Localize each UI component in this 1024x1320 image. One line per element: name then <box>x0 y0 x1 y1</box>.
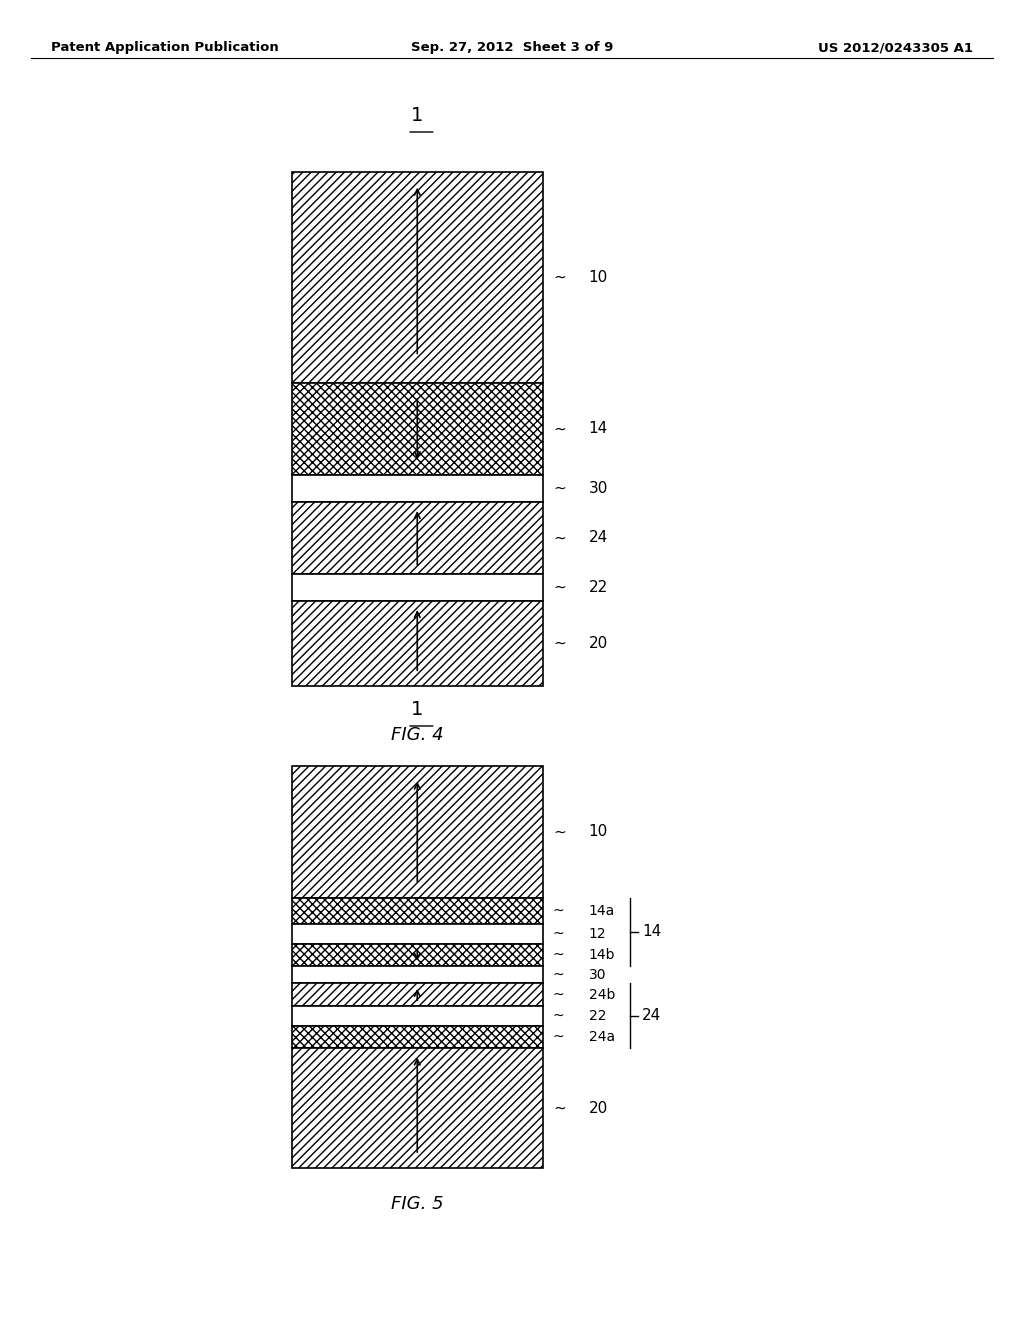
Text: ~: ~ <box>553 1008 564 1023</box>
Text: US 2012/0243305 A1: US 2012/0243305 A1 <box>818 41 973 54</box>
Text: 20: 20 <box>589 1101 608 1115</box>
Bar <box>292 983 543 1006</box>
Text: 22: 22 <box>589 579 608 595</box>
Text: FIG. 5: FIG. 5 <box>391 1195 443 1213</box>
Text: 20: 20 <box>589 636 608 651</box>
Text: ~: ~ <box>553 1101 565 1115</box>
Text: ~: ~ <box>553 269 565 285</box>
Bar <box>292 1006 543 1026</box>
Text: ~: ~ <box>553 968 564 982</box>
Bar <box>292 924 543 944</box>
Text: Sep. 27, 2012  Sheet 3 of 9: Sep. 27, 2012 Sheet 3 of 9 <box>411 41 613 54</box>
Bar <box>292 502 543 574</box>
Bar <box>292 766 543 898</box>
Text: ~: ~ <box>553 636 565 651</box>
Bar <box>292 1026 543 1048</box>
Text: ~: ~ <box>553 480 565 496</box>
Bar <box>292 898 543 924</box>
Text: ~: ~ <box>553 904 564 917</box>
Text: ~: ~ <box>553 948 564 962</box>
Text: ~: ~ <box>553 824 565 840</box>
Text: 10: 10 <box>589 824 608 840</box>
Text: 14a: 14a <box>589 904 615 917</box>
Text: 14b: 14b <box>589 948 615 962</box>
Bar <box>292 475 543 502</box>
Text: 14: 14 <box>642 924 662 940</box>
Text: 12: 12 <box>589 927 606 941</box>
Bar <box>292 574 543 601</box>
Text: 30: 30 <box>589 480 608 496</box>
Text: ~: ~ <box>553 927 564 941</box>
Text: Patent Application Publication: Patent Application Publication <box>51 41 279 54</box>
Text: 14: 14 <box>589 421 608 437</box>
Text: 24: 24 <box>589 531 608 545</box>
Text: ~: ~ <box>553 531 565 545</box>
Bar <box>292 383 543 475</box>
Text: ~: ~ <box>553 1030 564 1044</box>
Text: 24b: 24b <box>589 987 615 1002</box>
Text: 22: 22 <box>589 1008 606 1023</box>
Text: ~: ~ <box>553 579 565 595</box>
Text: 1: 1 <box>411 107 424 125</box>
Text: 10: 10 <box>589 269 608 285</box>
Text: ~: ~ <box>553 421 565 437</box>
Bar <box>292 1048 543 1168</box>
Text: FIG. 4: FIG. 4 <box>391 726 443 744</box>
Bar <box>292 601 543 686</box>
Text: 30: 30 <box>589 968 606 982</box>
Bar <box>292 944 543 966</box>
Bar <box>292 966 543 983</box>
Text: ~: ~ <box>553 987 564 1002</box>
Bar <box>292 172 543 383</box>
Text: 24a: 24a <box>589 1030 615 1044</box>
Text: 24: 24 <box>642 1008 662 1023</box>
Text: 1: 1 <box>411 701 424 719</box>
